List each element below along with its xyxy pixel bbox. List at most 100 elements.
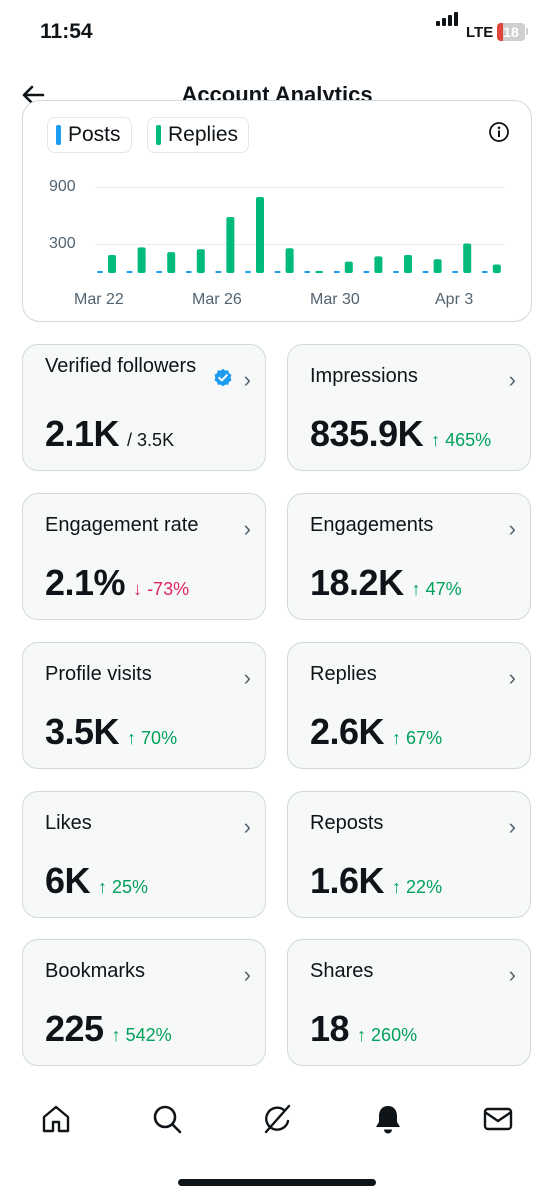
legend-replies[interactable]: Replies <box>147 117 250 153</box>
card-subvalue: / 3.5K <box>127 430 175 450</box>
grok-icon <box>264 1104 291 1134</box>
x-tick-label: Mar 26 <box>192 291 242 308</box>
search-icon <box>153 1105 182 1134</box>
card-value: 18 ↑ 260% <box>310 1008 418 1049</box>
network-label: LTE <box>466 24 494 41</box>
bar-replies <box>256 197 264 273</box>
battery-level: 18 <box>503 24 519 40</box>
card-label: Engagements <box>310 514 434 536</box>
chevron-right-icon: › <box>508 814 516 839</box>
card-value: 3.5K ↑ 70% <box>45 711 178 752</box>
card-replies[interactable]: Replies › 2.6K ↑ 67% <box>287 642 531 769</box>
bottom-nav <box>0 1085 554 1155</box>
notifications-icon <box>376 1106 400 1134</box>
card-label: Likes <box>45 812 92 834</box>
gridline <box>95 244 505 245</box>
chevron-right-icon: › <box>508 665 516 690</box>
legend-posts[interactable]: Posts <box>47 117 132 153</box>
card-label: Shares <box>310 960 374 982</box>
legend-swatch-posts <box>56 125 61 145</box>
bar-posts <box>481 271 488 273</box>
card-engagement-rate[interactable]: Engagement rate › 2.1% ↓ -73% <box>22 493 266 620</box>
chart-card: Posts Replies 900 300 Mar 22 Mar 26 Mar … <box>22 100 532 322</box>
card-bookmarks[interactable]: Bookmarks › 225 ↑ 542% <box>22 939 266 1066</box>
bar-posts <box>363 271 370 273</box>
card-value: 225 ↑ 542% <box>45 1008 172 1049</box>
bar-posts <box>126 271 133 273</box>
bar-replies <box>196 249 205 273</box>
info-icon <box>489 122 509 142</box>
messages-icon <box>483 1107 513 1131</box>
x-tick-label: Mar 22 <box>74 291 124 308</box>
card-change: ↑ 47% <box>411 579 462 599</box>
card-verified-followers[interactable]: Verified followers › 2.1K/ 3.5K <box>22 344 266 471</box>
card-value: 2.1K/ 3.5K <box>45 413 175 454</box>
bar-replies <box>167 252 176 273</box>
bar-posts <box>422 271 429 273</box>
chevron-right-icon: › <box>508 962 516 987</box>
card-change: ↑ 260% <box>357 1025 418 1045</box>
card-value: 835.9K ↑ 465% <box>310 413 492 454</box>
bar-replies <box>404 254 412 273</box>
y-tick-label: 300 <box>49 235 76 252</box>
card-profile-visits[interactable]: Profile visits › 3.5K ↑ 70% <box>22 642 266 769</box>
bar-replies <box>433 259 442 273</box>
card-label: Engagement rate <box>45 514 199 536</box>
bar-posts <box>185 271 192 273</box>
card-reposts[interactable]: Reposts › 1.6K ↑ 22% <box>287 791 531 918</box>
bar-replies <box>315 271 324 273</box>
back-button[interactable] <box>18 80 50 110</box>
card-change: ↑ 542% <box>111 1025 172 1045</box>
x-tick-label: Apr 3 <box>435 291 474 308</box>
info-button[interactable] <box>488 121 510 148</box>
bar-posts <box>393 271 399 273</box>
card-value: 18.2K ↑ 47% <box>310 562 462 603</box>
chevron-right-icon: › <box>243 665 251 690</box>
status-bar: 11:54 LTE 18 <box>0 0 554 64</box>
card-value: 6K ↑ 25% <box>45 860 149 901</box>
back-arrow-icon <box>22 85 45 105</box>
chevron-right-icon: › <box>243 814 251 839</box>
bar-replies <box>492 264 501 273</box>
bar-posts <box>452 271 459 273</box>
card-label: Bookmarks <box>45 960 146 982</box>
card-label: Reposts <box>310 812 384 834</box>
card-likes[interactable]: Likes › 6K ↑ 25% <box>22 791 266 918</box>
bar-replies <box>108 254 116 273</box>
chevron-right-icon: › <box>243 367 251 392</box>
chevron-right-icon: › <box>243 962 251 987</box>
card-change: ↑ 67% <box>392 728 443 748</box>
bar-replies <box>374 256 383 273</box>
bar-posts <box>215 271 222 273</box>
nav-search[interactable] <box>151 1103 183 1140</box>
card-engagements[interactable]: Engagements › 18.2K ↑ 47% <box>287 493 531 620</box>
nav-grok[interactable] <box>261 1103 293 1140</box>
bar-posts <box>304 271 311 273</box>
home-indicator <box>178 1179 376 1186</box>
card-value: 2.6K ↑ 67% <box>310 711 443 752</box>
bar-replies <box>137 247 146 273</box>
card-change: ↑ 25% <box>98 877 149 897</box>
legend-swatch-replies <box>156 125 161 145</box>
gridline <box>95 187 505 188</box>
card-shares[interactable]: Shares › 18 ↑ 260% <box>287 939 531 1066</box>
bar-posts <box>245 271 251 273</box>
nav-notifications[interactable] <box>372 1103 404 1140</box>
chevron-right-icon: › <box>508 516 516 541</box>
card-value: 2.1% ↓ -73% <box>45 562 190 603</box>
verified-badge-icon <box>214 368 232 387</box>
bar-posts <box>156 271 163 273</box>
bar-posts <box>274 271 281 273</box>
card-label: Profile visits <box>45 663 152 685</box>
nav-messages[interactable] <box>482 1103 514 1140</box>
card-change: ↑ 22% <box>392 877 443 897</box>
card-value: 1.6K ↑ 22% <box>310 860 443 901</box>
card-change: ↓ -73% <box>133 579 190 599</box>
bar-replies <box>285 248 294 273</box>
legend-label-posts: Posts <box>68 123 121 146</box>
card-label: Impressions <box>310 365 418 387</box>
nav-home[interactable] <box>40 1103 72 1140</box>
card-change: ↑ 465% <box>431 430 492 450</box>
card-impressions[interactable]: Impressions › 835.9K ↑ 465% <box>287 344 531 471</box>
card-change: ↑ 70% <box>127 728 178 748</box>
